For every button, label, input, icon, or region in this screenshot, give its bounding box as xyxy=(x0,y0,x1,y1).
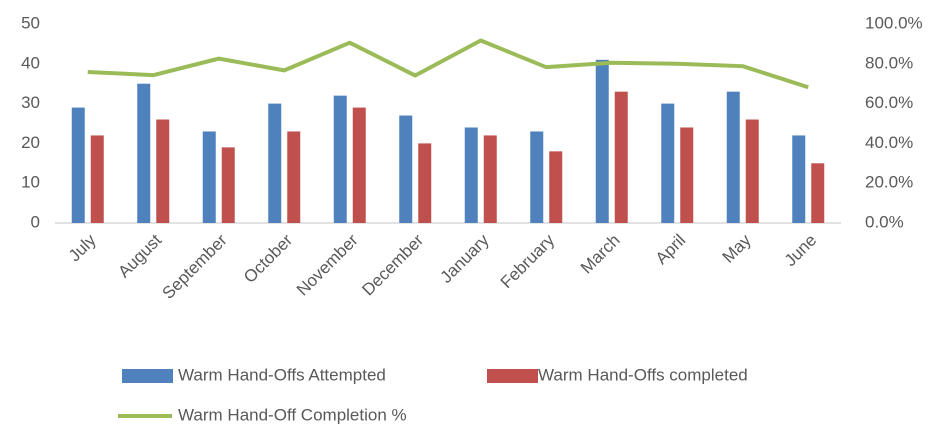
y-tick-label: 10 xyxy=(21,173,40,192)
bar xyxy=(202,131,216,223)
x-tick-label: July xyxy=(65,230,100,265)
y-tick-label: 20 xyxy=(21,133,40,152)
x-tick-label: February xyxy=(497,230,559,292)
bar xyxy=(811,163,825,223)
x-tick-label: November xyxy=(293,230,362,299)
bar xyxy=(792,135,806,223)
y-tick-label: 50 xyxy=(21,13,40,32)
line xyxy=(87,38,809,90)
y2-tick-label: 20.0% xyxy=(865,173,913,192)
y2-tick-label: 40.0% xyxy=(865,133,913,152)
x-tick-label: May xyxy=(719,230,755,266)
bar xyxy=(221,147,235,223)
x-tick-label: March xyxy=(577,231,624,278)
legend-label: Warm Hand-Offs Attempted xyxy=(178,365,386,384)
y2-tick-label: 100.0% xyxy=(865,13,923,32)
legend-label: Warm Hand-Off Completion % xyxy=(178,405,407,424)
legend-swatch xyxy=(122,369,173,383)
bar xyxy=(549,151,563,223)
legend-label: Warm Hand-Offs completed xyxy=(538,365,748,384)
bar xyxy=(726,91,740,223)
x-tick-label: June xyxy=(781,231,821,271)
bar xyxy=(418,143,432,223)
x-tick-label: April xyxy=(652,231,689,268)
y-tick-label: 40 xyxy=(21,53,40,72)
bar xyxy=(156,119,170,223)
y-tick-label: 30 xyxy=(21,93,40,112)
bar xyxy=(614,91,628,223)
bar xyxy=(680,127,694,223)
bar xyxy=(137,83,151,223)
y2-tick-label: 60.0% xyxy=(865,93,913,112)
bar xyxy=(352,107,366,223)
bar xyxy=(333,95,347,223)
bar xyxy=(595,59,609,223)
legend-swatch xyxy=(487,369,538,383)
y2-tick-label: 0.0% xyxy=(865,212,904,231)
bar xyxy=(530,131,544,223)
bar xyxy=(661,103,675,223)
x-tick-label: August xyxy=(114,230,165,281)
y-tick-label: 0 xyxy=(31,212,40,231)
x-tick-label: September xyxy=(159,230,231,302)
bar xyxy=(90,135,104,223)
bar xyxy=(287,131,301,223)
bar xyxy=(464,127,478,223)
bar xyxy=(483,135,497,223)
bar xyxy=(268,103,282,223)
x-tick-label: October xyxy=(240,230,296,286)
bar xyxy=(71,107,85,223)
x-tick-label: December xyxy=(358,230,427,299)
bar xyxy=(399,115,413,223)
y2-tick-label: 80.0% xyxy=(865,53,913,72)
bar xyxy=(745,119,759,223)
x-tick-label: January xyxy=(437,230,494,287)
